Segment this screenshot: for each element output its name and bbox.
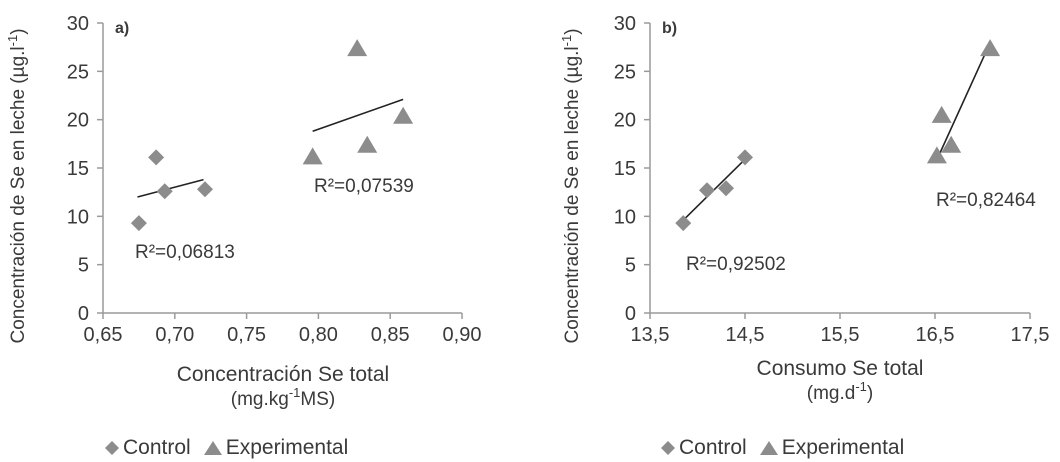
- panel-label: b): [662, 20, 677, 37]
- y-tick-label: 30: [67, 13, 89, 35]
- chart-a-plot: 0 5 10 15 20 25 30 0,65 0,70 0,75 0,80 0,85 0,90 a) Co…: [5, 13, 482, 410]
- y-tick-label: 0: [78, 303, 89, 325]
- point-control: [196, 181, 213, 198]
- chart-b-legend: Control Experimental: [660, 436, 916, 460]
- legend-label-experimental: Experimental: [781, 436, 905, 459]
- y-tick-label: 5: [78, 255, 89, 277]
- point-experimental: [347, 39, 368, 57]
- point-control: [699, 182, 715, 199]
- x-tick-label: 0,90: [443, 324, 482, 346]
- trendline-experimental: [312, 98, 404, 133]
- y-tick-label: 20: [614, 110, 636, 132]
- point-experimental: [357, 135, 378, 153]
- legend-label-control: Control: [123, 436, 191, 459]
- chart-b: 0 5 10 15 20 25 30 13,5 14,5 15,5 16,5 17,5 b) Consum…: [556, 0, 1060, 435]
- point-experimental: [393, 106, 414, 124]
- x-axis-unit-label: (mg.kg-1MS): [231, 385, 335, 410]
- diamond-icon: [105, 441, 119, 455]
- x-tick-label: 0,70: [155, 324, 194, 346]
- r2-label-experimental: R²=0,07539: [314, 176, 414, 197]
- point-experimental: [302, 147, 323, 165]
- x-axis-label: Consumo Se total: [757, 357, 924, 380]
- x-tick-label: 0,85: [371, 324, 410, 346]
- y-tick-label: 30: [614, 13, 636, 35]
- trendline-experimental: [939, 48, 988, 154]
- legend-item-experimental: Experimental: [759, 436, 905, 460]
- point-experimental: [926, 146, 947, 164]
- chart-b-plot: 0 5 10 15 20 25 30 13,5 14,5 15,5 16,5 17,5 b) Consum…: [559, 13, 1050, 404]
- point-control: [718, 180, 734, 197]
- y-tick-label: 20: [67, 110, 89, 132]
- r2-label-experimental: R²=0,82464: [936, 190, 1036, 211]
- r2-label-control: R²=0,06813: [135, 242, 235, 263]
- x-tick-label: 0,65: [84, 324, 123, 346]
- point-control: [737, 149, 753, 166]
- y-tick-label: 25: [614, 61, 636, 83]
- x-axis-label: Concentración Se total: [177, 363, 389, 386]
- triangle-icon: [759, 441, 778, 455]
- x-tick-label: 16,5: [916, 324, 955, 346]
- legend-item-control: Control: [104, 436, 191, 460]
- y-tick-label: 15: [614, 158, 636, 180]
- x-tick-label: 14,5: [726, 324, 765, 346]
- panel-label: a): [115, 20, 129, 37]
- diamond-icon: [661, 441, 675, 455]
- x-tick-label: 0,80: [299, 324, 338, 346]
- chart-a: 0 5 10 15 20 25 30 0,65 0,70 0,75 0,80 0,85 0,90 a) Co…: [0, 0, 500, 435]
- legend-label-experimental: Experimental: [225, 436, 349, 459]
- chart-a-legend: Control Experimental: [104, 436, 360, 460]
- y-tick-label: 0: [625, 303, 636, 325]
- point-control: [675, 215, 692, 232]
- legend-label-control: Control: [679, 436, 747, 459]
- y-tick-label: 25: [67, 61, 89, 83]
- y-axis-label: Concentración de Se en leche (µg.l-1): [5, 28, 29, 343]
- y-tick-label: 10: [67, 206, 89, 228]
- y-tick-label: 15: [67, 158, 89, 180]
- y-axis-label: Concentración de Se en leche (µg.l-1): [559, 28, 583, 343]
- x-tick-label: 13,5: [631, 324, 670, 346]
- point-control: [156, 183, 173, 200]
- r2-label-control: R²=0,92502: [686, 254, 786, 275]
- y-tick-label: 5: [625, 255, 636, 277]
- y-tick-label: 10: [614, 206, 636, 228]
- legend-item-control: Control: [660, 436, 747, 460]
- x-tick-label: 15,5: [821, 324, 860, 346]
- point-control: [148, 149, 165, 166]
- trendline-control: [137, 178, 204, 198]
- point-experimental: [941, 135, 962, 153]
- triangle-icon: [203, 441, 222, 455]
- x-tick-label: 0,75: [227, 324, 266, 346]
- point-experimental: [931, 105, 952, 123]
- x-axis-unit-label: (mg.d-1): [807, 379, 873, 404]
- point-control: [130, 215, 147, 232]
- legend-item-experimental: Experimental: [203, 436, 349, 460]
- x-tick-label: 17,5: [1011, 324, 1050, 346]
- point-experimental: [980, 39, 1001, 57]
